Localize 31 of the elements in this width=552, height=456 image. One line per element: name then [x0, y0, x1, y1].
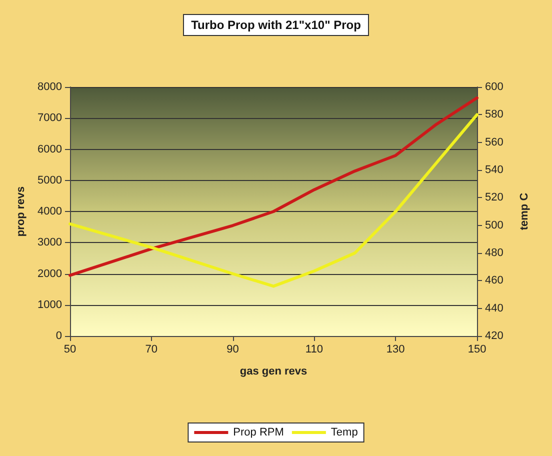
y2-tick-label: 500 [485, 219, 504, 232]
y2-tick-label: 560 [485, 136, 504, 148]
x-tick-label: 150 [468, 344, 486, 356]
x-tick-label: 70 [145, 344, 158, 356]
x-tick-label: 110 [305, 344, 323, 356]
chart-title: Turbo Prop with 21"x10" Prop [191, 18, 361, 32]
y-tick-label: 5000 [38, 174, 62, 186]
legend-label: Prop RPM [233, 426, 284, 438]
y-tick-label: 0 [56, 330, 62, 342]
x-tick-label: 90 [226, 344, 239, 356]
y-axis-title: prop revs [15, 186, 28, 237]
y2-tick-label: 440 [485, 302, 504, 314]
x-tick-label: 130 [386, 344, 405, 356]
y2-tick-label: 600 [485, 81, 504, 93]
y2-tick-label: 520 [485, 192, 504, 204]
x-axis-title: gas gen revs [240, 366, 308, 378]
x-tick-label: 50 [64, 344, 76, 356]
y-tick-label: 8000 [38, 81, 62, 93]
y-tick-label: 7000 [38, 112, 62, 124]
y2-tick-label: 540 [485, 164, 504, 176]
y2-axis-title: temp C [518, 192, 530, 230]
y2-tick-label: 480 [485, 247, 504, 259]
y-tick-label: 6000 [38, 143, 62, 156]
y-tick-label: 2000 [38, 268, 62, 280]
y-tick-label: 1000 [38, 298, 62, 311]
y-tick-label: 3000 [38, 236, 62, 249]
y2-tick-label: 460 [485, 274, 504, 287]
y-tick-label: 4000 [38, 206, 62, 218]
y2-tick-label: 420 [485, 330, 504, 342]
legend-label: Temp [330, 426, 358, 438]
y2-tick-label: 580 [485, 108, 504, 121]
